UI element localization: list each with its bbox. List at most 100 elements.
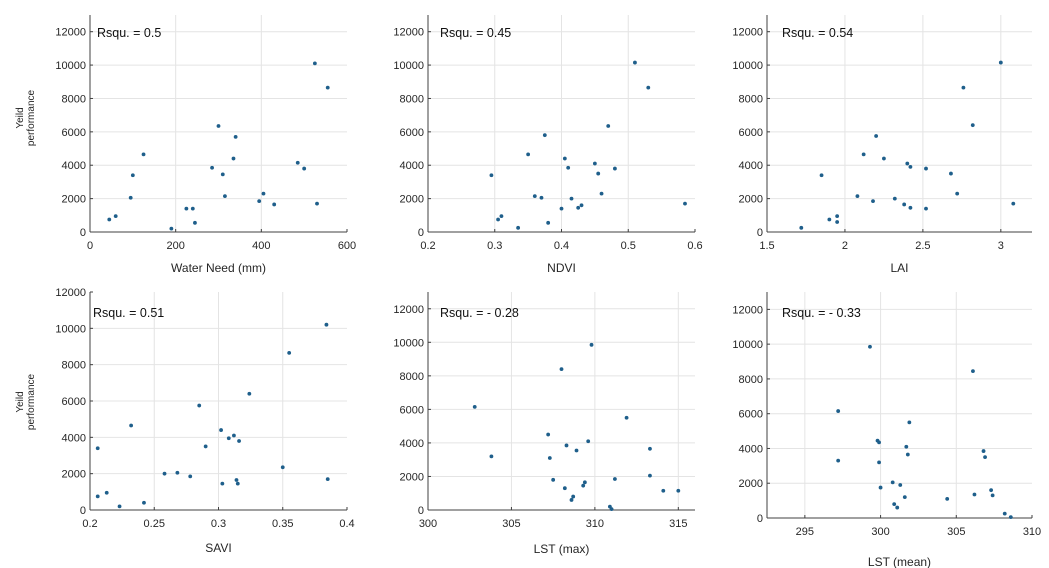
data-point <box>576 205 581 210</box>
data-point <box>981 449 986 453</box>
rsquared-annotation: Rsqu. = 0.45 <box>440 26 511 40</box>
data-point <box>835 220 840 224</box>
x-tick-label: 2.5 <box>915 240 930 252</box>
data-point <box>546 432 551 437</box>
data-point <box>272 202 277 207</box>
x-tick-label: 0.3 <box>487 240 502 252</box>
data-point <box>609 507 614 512</box>
data-point <box>827 217 832 222</box>
x-tick-label: 3 <box>998 240 1004 252</box>
scatter-panel-6: 295 300 305 310 0 2000 4000 6000 8000 10000 12000 R… <box>732 292 1041 568</box>
data-point <box>489 173 494 178</box>
data-point <box>219 428 223 432</box>
y-axis-label: Yeildperformance <box>15 89 37 146</box>
y-tick-label: 0 <box>418 505 424 517</box>
y-tick-label: 10000 <box>732 339 763 351</box>
y-tick-label: 4000 <box>400 160 424 172</box>
y-tick-label: 4000 <box>739 443 763 455</box>
data-point <box>924 206 928 211</box>
y-tick-label: 4000 <box>400 438 424 450</box>
data-point <box>949 171 953 176</box>
y-tick-label: 10000 <box>55 60 86 72</box>
data-point <box>998 60 1003 65</box>
y-tick-label: 2000 <box>400 471 424 483</box>
data-point <box>895 505 900 510</box>
data-point <box>203 444 208 449</box>
data-point <box>902 202 907 207</box>
data-point <box>836 458 841 463</box>
x-tick-label: 0.4 <box>339 518 354 530</box>
data-point <box>970 123 975 128</box>
x-tick-label: 200 <box>166 240 184 252</box>
rsquared-annotation: Rsqu. = 0.5 <box>97 26 161 40</box>
rsquared-annotation: Rsqu. = 0.51 <box>93 306 164 320</box>
y-tick-label: 12000 <box>55 287 86 299</box>
data-point <box>905 452 910 457</box>
rsquared-annotation: Rsqu. = - 0.28 <box>440 306 519 320</box>
data-point <box>231 156 236 161</box>
data-point <box>898 483 903 487</box>
data-point <box>237 439 241 443</box>
y-tick-label: 0 <box>757 513 763 525</box>
x-tick-label: 0.2 <box>420 240 435 252</box>
data-point <box>855 194 860 199</box>
data-point <box>581 483 586 488</box>
y-tick-label: 2000 <box>62 194 86 206</box>
data-point <box>532 194 537 199</box>
data-point <box>902 495 907 500</box>
data-point <box>606 124 611 128</box>
data-point <box>234 478 239 482</box>
data-point <box>142 500 146 505</box>
data-point <box>169 226 174 231</box>
data-point <box>226 436 231 441</box>
scatter-panel-2: 0.2 0.3 0.4 0.5 0.6 0 2000 4000 6000 8000 10000 120… <box>393 15 703 275</box>
data-point <box>324 322 329 327</box>
y-tick-label: 0 <box>80 227 86 239</box>
data-point <box>210 165 214 170</box>
data-point <box>835 214 840 219</box>
data-point <box>546 220 551 225</box>
x-tick-label: 400 <box>252 240 270 252</box>
y-tick-label: 8000 <box>62 360 86 372</box>
x-tick-label: 305 <box>947 526 965 538</box>
data-point <box>128 195 133 200</box>
data-point <box>868 344 872 349</box>
data-point <box>472 404 477 409</box>
data-point <box>564 443 569 448</box>
data-point <box>648 473 652 478</box>
x-tick-label: 310 <box>586 518 604 530</box>
y-tick-label: 10000 <box>393 60 424 72</box>
data-point <box>878 485 883 490</box>
data-point <box>559 367 564 372</box>
data-point <box>325 477 330 482</box>
data-point <box>569 196 574 201</box>
data-point <box>633 60 637 65</box>
data-point <box>516 225 521 230</box>
data-point <box>599 191 604 196</box>
data-point <box>312 61 317 66</box>
x-tick-label: 0.6 <box>687 240 702 252</box>
data-point <box>104 490 109 495</box>
x-tick-label: 315 <box>669 518 687 530</box>
y-tick-label: 12000 <box>732 27 763 39</box>
data-point <box>162 471 167 476</box>
data-point <box>233 134 238 139</box>
data-point <box>877 460 881 465</box>
x-tick-label: 1.5 <box>759 240 774 252</box>
y-tick-label: 2000 <box>739 478 763 490</box>
data-point <box>905 161 910 166</box>
y-tick-label: 6000 <box>739 127 763 139</box>
y-tick-label: 10000 <box>393 337 424 349</box>
data-point <box>683 201 687 206</box>
data-point <box>175 470 180 475</box>
x-tick-label: 600 <box>338 240 356 252</box>
data-point <box>924 166 928 171</box>
y-tick-label: 12000 <box>55 27 86 39</box>
data-point <box>197 403 202 408</box>
data-point <box>188 474 193 479</box>
data-point <box>882 156 886 161</box>
data-point <box>836 409 841 413</box>
data-point <box>489 454 494 459</box>
data-point <box>325 85 330 90</box>
y-tick-label: 6000 <box>62 396 86 408</box>
